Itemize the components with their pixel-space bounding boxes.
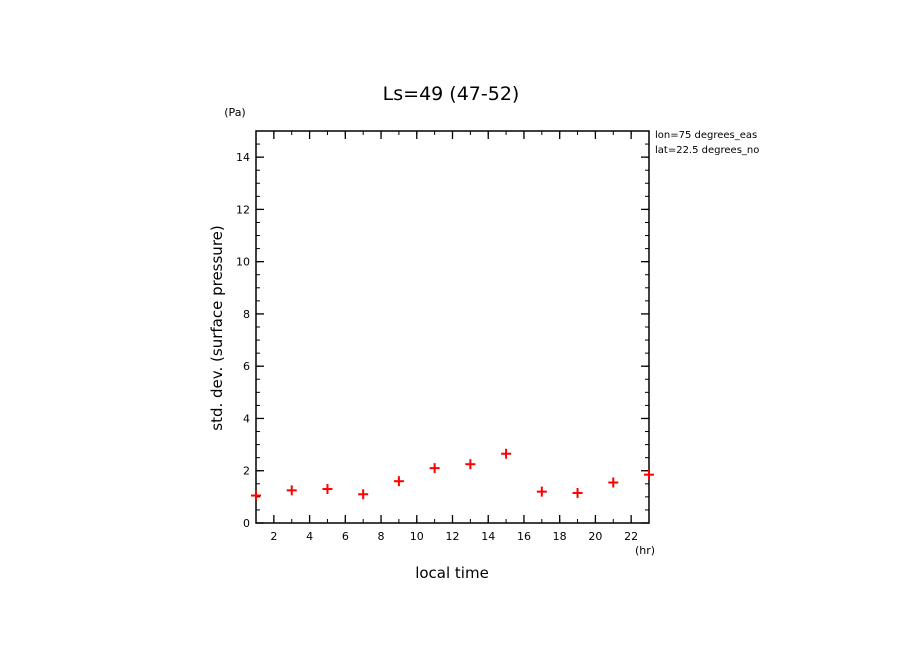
x-axis-label: local time <box>415 564 489 582</box>
annotation-lon: lon=75 degrees_eas <box>655 130 757 141</box>
data-point <box>501 448 512 459</box>
x-tick-label: 14 <box>481 530 495 543</box>
plot-frame <box>255 130 650 524</box>
data-points <box>251 448 654 501</box>
data-point <box>286 485 297 496</box>
y-tick-label: 0 <box>243 517 250 530</box>
data-point <box>429 463 440 474</box>
y-tick-label: 2 <box>243 465 250 478</box>
chart-title: Ls=49 (47-52) <box>383 83 520 105</box>
data-point <box>251 490 261 501</box>
data-point <box>465 459 476 470</box>
x-tick-label: 6 <box>342 530 349 543</box>
data-point <box>358 489 369 500</box>
data-point <box>644 469 654 480</box>
data-point <box>322 484 333 495</box>
axes: 2 4 6 8 10 12 14 16 18 20 22 0 2 4 6 8 10 12 14 <box>236 130 650 543</box>
data-point <box>608 477 619 488</box>
y-tick-label: 6 <box>243 360 250 373</box>
x-tick-label: 16 <box>517 530 531 543</box>
x-tick-label: 2 <box>270 530 277 543</box>
y-tick-label: 4 <box>243 412 250 425</box>
data-point <box>572 487 583 498</box>
y-tick-label: 12 <box>236 203 250 216</box>
y-tick-label: 14 <box>236 151 250 164</box>
x-tick-label: 18 <box>553 530 567 543</box>
x-unit-label: (hr) <box>635 544 655 557</box>
x-tick-label: 4 <box>306 530 313 543</box>
x-tick-label: 22 <box>624 530 638 543</box>
x-tick-label: 8 <box>378 530 385 543</box>
y-unit-label: (Pa) <box>224 106 245 119</box>
x-tick-label: 10 <box>410 530 424 543</box>
y-tick-label: 10 <box>236 256 250 269</box>
annotation-lat: lat=22.5 degrees_no <box>655 145 759 156</box>
y-tick-label: 8 <box>243 308 250 321</box>
data-point <box>393 476 404 487</box>
x-tick-label: 12 <box>446 530 460 543</box>
y-axis-label: std. dev. (surface pressure) <box>208 225 226 430</box>
data-point <box>536 486 547 497</box>
x-tick-label: 20 <box>588 530 602 543</box>
